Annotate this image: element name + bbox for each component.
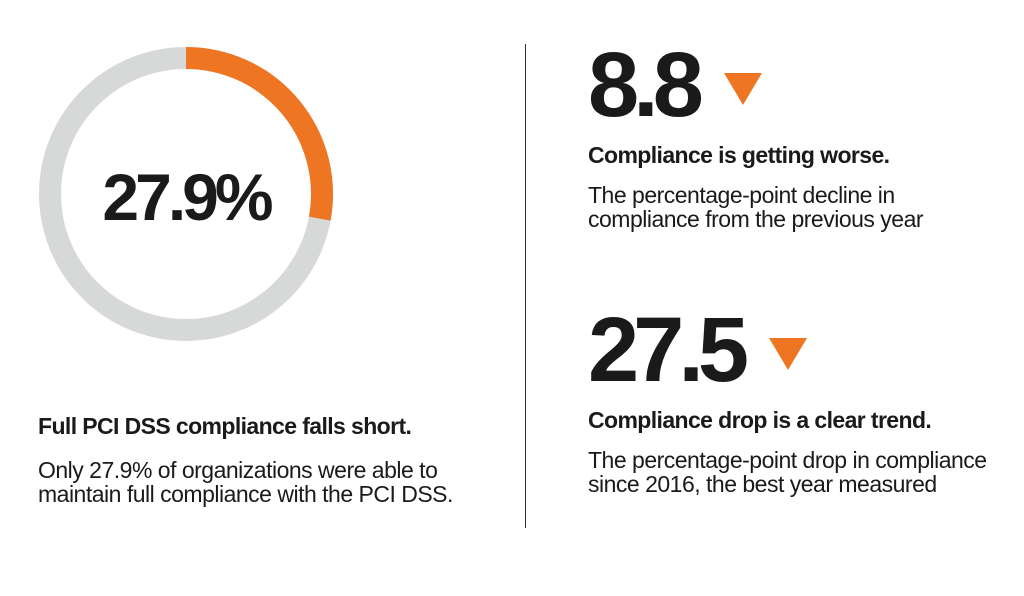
donut-svg <box>39 47 333 341</box>
stat-heading: Compliance drop is a clear trend. <box>588 407 932 433</box>
stat-value: 27.5 <box>588 299 749 401</box>
stat-value: 8.8 <box>588 34 704 136</box>
donut-center-label: 27.9% <box>102 160 273 234</box>
compliance-donut-chart: 27.9% <box>38 46 334 342</box>
stat-decline-year: 8.8 Compliance is getting worse. The per… <box>588 34 998 232</box>
triangle-down-icon <box>769 338 808 370</box>
stat-body: The percentage-point decline in complian… <box>588 182 924 232</box>
left-body: Only 27.9% of organizations were able to… <box>38 457 453 507</box>
left-heading: Full PCI DSS compliance falls short. <box>38 413 412 439</box>
stat-drop-trend: 27.5 Compliance drop is a clear trend. T… <box>588 299 998 497</box>
donut-compliance-slice <box>185 47 333 221</box>
vertical-divider <box>525 44 526 528</box>
stat-heading: Compliance is getting worse. <box>588 142 890 168</box>
triangle-down-icon <box>723 73 762 105</box>
stat-body: The percentage-point drop in compliance … <box>588 447 987 497</box>
